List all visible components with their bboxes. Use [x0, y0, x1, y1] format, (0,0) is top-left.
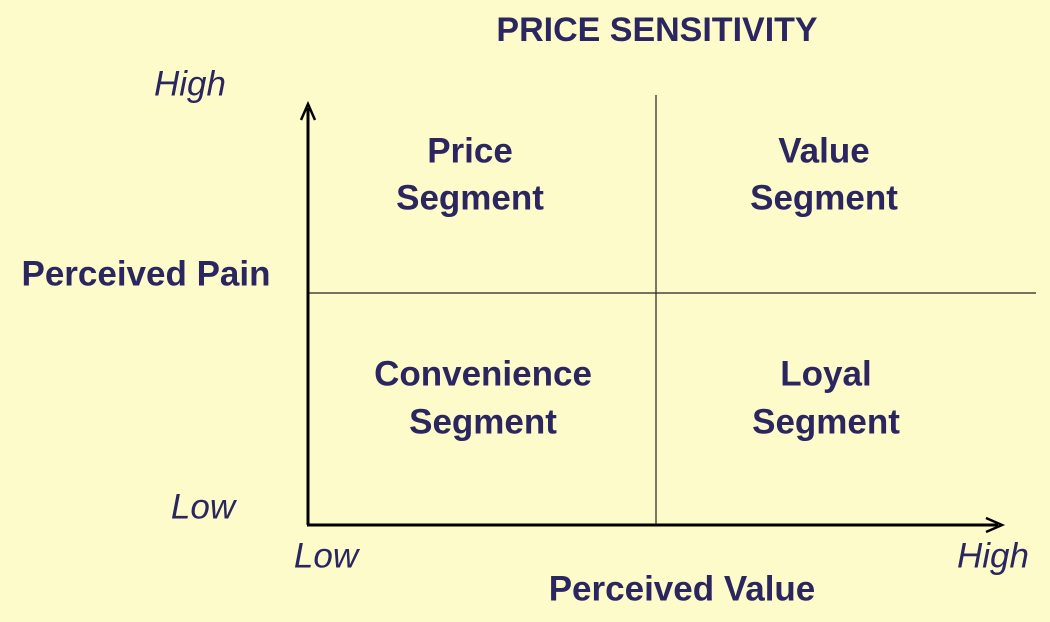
x-axis-low: Low — [294, 536, 361, 575]
x-axis-arrow — [985, 516, 1006, 534]
x-axis-high: High — [957, 536, 1029, 575]
title: PRICE SENSITIVITY — [496, 11, 817, 49]
quadrant-label: Segment — [750, 178, 898, 217]
y-axis-low: Low — [171, 487, 238, 526]
quadrant-label: Segment — [396, 178, 544, 217]
y-axis-label: Perceived Pain — [21, 254, 270, 293]
quadrant-label: Segment — [752, 402, 900, 441]
quadrant-label: Price — [427, 131, 513, 170]
y-axis-arrow — [299, 100, 317, 121]
quadrant-label: Convenience — [374, 354, 592, 393]
quadrant-label: Loyal — [780, 354, 871, 393]
x-axis-label: Perceived Value — [549, 569, 816, 608]
quadrant-label: Segment — [409, 402, 557, 441]
quadrant-label: Value — [778, 131, 869, 170]
y-axis-high: High — [154, 64, 226, 103]
